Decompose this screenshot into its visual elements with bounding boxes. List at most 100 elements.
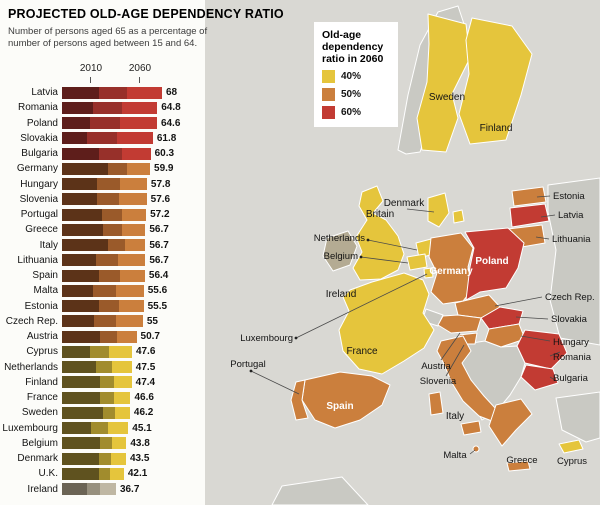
country-value: 68 bbox=[165, 87, 178, 99]
bar-segment bbox=[62, 452, 99, 465]
chart-row-u-k-: U.K. 42.1 bbox=[0, 466, 205, 481]
country-value: 61.8 bbox=[156, 132, 177, 144]
bar-segment bbox=[118, 300, 144, 313]
bar-segment bbox=[119, 193, 147, 206]
legend-swatch-40 bbox=[322, 70, 335, 83]
bar-segment bbox=[98, 147, 123, 160]
country-value: 47.5 bbox=[135, 361, 156, 373]
bar-segment bbox=[103, 223, 123, 236]
leader-dot-belgium bbox=[359, 255, 363, 259]
bar-segment bbox=[118, 254, 146, 267]
country-value: 47.6 bbox=[135, 346, 156, 358]
country-bar bbox=[62, 315, 143, 328]
country-label: Netherlands bbox=[4, 361, 58, 373]
country-bar bbox=[62, 254, 146, 267]
bar-segment bbox=[62, 101, 93, 114]
bar-segment bbox=[124, 239, 146, 252]
map-shape-denmark-island bbox=[452, 209, 465, 224]
chart-row-greece: Greece 56.7 bbox=[0, 222, 205, 237]
bar-segment bbox=[62, 345, 90, 358]
country-value: 56.4 bbox=[148, 270, 169, 282]
map-shape-france bbox=[338, 272, 435, 375]
map-label-ireland: Ireland bbox=[326, 289, 357, 300]
map-label-luxembourg: Luxembourg bbox=[240, 333, 293, 344]
bar-segment bbox=[62, 239, 108, 252]
bar-segment bbox=[62, 406, 104, 419]
map-shape-hungary bbox=[484, 323, 526, 348]
map-label-portugal: Portugal bbox=[230, 359, 265, 370]
country-label: Estonia bbox=[24, 300, 58, 312]
bar-segment bbox=[97, 178, 120, 191]
leader-line-austria bbox=[440, 332, 461, 361]
bar-segment bbox=[62, 483, 87, 496]
map-label-bulgaria: Bulgaria bbox=[553, 373, 589, 384]
bar-segment bbox=[62, 300, 99, 313]
country-bar bbox=[62, 269, 145, 282]
bar-segment bbox=[119, 178, 147, 191]
map-label-sweden: Sweden bbox=[429, 92, 465, 103]
country-label: Greece bbox=[25, 224, 58, 236]
country-label: Luxembourg bbox=[2, 422, 58, 434]
country-value: 56.7 bbox=[149, 254, 169, 266]
map-label-finland: Finland bbox=[480, 123, 513, 134]
chart-row-portugal: Portugal 57.2 bbox=[0, 207, 205, 222]
bar-segment bbox=[107, 162, 127, 175]
country-bar bbox=[62, 345, 132, 358]
bar-segment bbox=[95, 361, 112, 374]
bar-segment bbox=[62, 147, 99, 160]
bar-segment bbox=[112, 361, 132, 374]
bar-segment bbox=[119, 269, 145, 282]
bar-segment bbox=[62, 315, 95, 328]
subtitle-line-2: number of persons aged between 15 and 64… bbox=[8, 38, 198, 49]
country-bar bbox=[62, 223, 146, 236]
country-bar bbox=[62, 284, 144, 297]
country-label: Slovakia bbox=[20, 132, 58, 144]
bar-segment bbox=[116, 315, 143, 328]
legend-label-50: 50% bbox=[341, 89, 362, 100]
map-legend: Old-age dependency ratio in 2060 40% 50%… bbox=[314, 22, 398, 127]
legend-label-40: 40% bbox=[341, 71, 362, 82]
country-bar bbox=[62, 452, 126, 465]
map-label-france: France bbox=[346, 346, 378, 357]
country-label: Finland bbox=[25, 376, 58, 388]
leader-line-malta bbox=[469, 449, 476, 455]
country-value: 56.7 bbox=[149, 239, 169, 251]
chart-row-spain: Spain 56.4 bbox=[0, 268, 205, 283]
map-label-slovakia: Slovakia bbox=[551, 314, 588, 325]
bar-segment bbox=[100, 483, 116, 496]
country-label: France bbox=[26, 392, 58, 404]
bar-segment bbox=[62, 361, 96, 374]
leader-line-latvia bbox=[540, 214, 556, 218]
country-label: Belgium bbox=[21, 437, 58, 449]
leader-dot-luxembourg bbox=[294, 336, 298, 340]
chart-row-ireland: Ireland 36.7 bbox=[0, 482, 205, 497]
country-value: 57.8 bbox=[150, 178, 171, 190]
map-shape-finland bbox=[458, 17, 533, 145]
bar-segment bbox=[100, 330, 117, 343]
legend-swatch-60 bbox=[322, 106, 335, 119]
leader-line-portugal bbox=[250, 370, 300, 395]
chart-row-italy: Italy 56.7 bbox=[0, 238, 205, 253]
country-bar bbox=[62, 101, 158, 114]
chart-row-lithuania: Lithuania 56.7 bbox=[0, 253, 205, 268]
map-shape-belgium bbox=[406, 253, 428, 271]
bar-segment bbox=[126, 162, 151, 175]
country-label: Czech Rep. bbox=[5, 315, 58, 327]
bar-segment bbox=[62, 178, 98, 191]
axis-label-2060: 2060 bbox=[128, 63, 152, 74]
legend-title-line-2: dependency bbox=[322, 41, 384, 53]
map-shape-bulgaria bbox=[520, 364, 559, 391]
bar-segment bbox=[107, 422, 129, 435]
bar-segment bbox=[108, 345, 132, 358]
bar-segment bbox=[127, 86, 162, 99]
bar-segment bbox=[103, 406, 116, 419]
legend-item-60: 60% bbox=[322, 106, 390, 119]
country-label: Austria bbox=[26, 331, 58, 343]
bar-segment bbox=[110, 467, 124, 480]
leader-line-bulgaria bbox=[549, 376, 556, 381]
country-value: 47.4 bbox=[135, 376, 156, 388]
chart-row-poland: Poland 64.6 bbox=[0, 116, 205, 131]
bar-segment bbox=[62, 117, 90, 130]
bar-segment bbox=[113, 391, 131, 404]
